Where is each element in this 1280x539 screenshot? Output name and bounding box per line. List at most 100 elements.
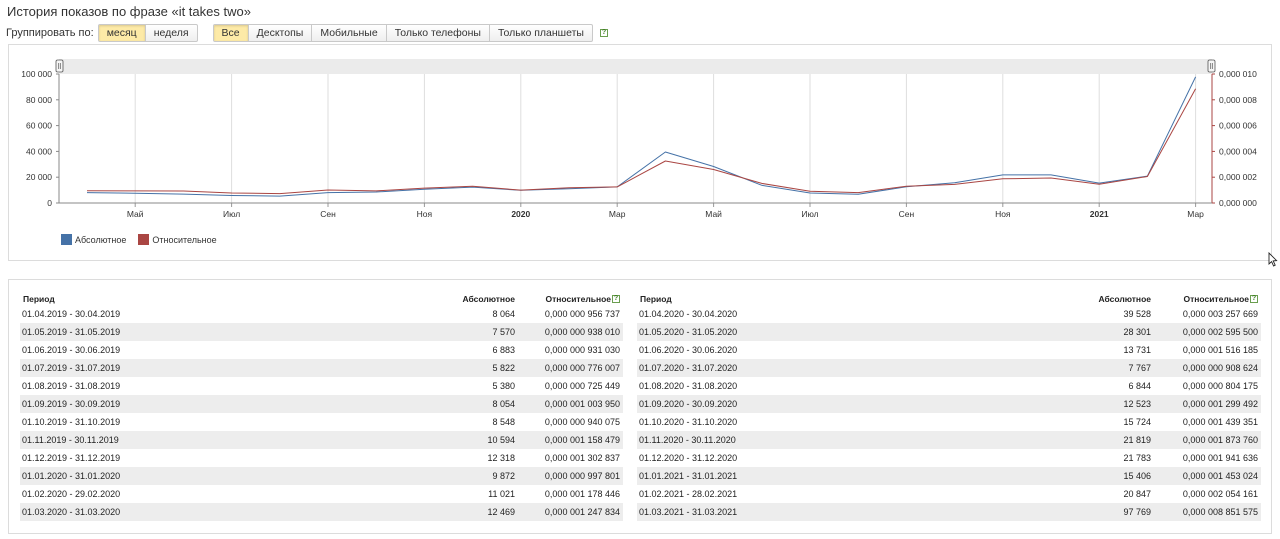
table-row: 01.09.2019 - 30.09.2019 8 054 0,000 001 00… <box>20 395 623 413</box>
table-header-row: Период Абсолютное Относительное? <box>637 292 1261 305</box>
x-tick-label: 2020 <box>511 209 530 219</box>
cell-period: 01.04.2019 - 30.04.2019 <box>22 309 121 319</box>
data-point-relative[interactable] <box>904 184 909 189</box>
data-point-relative[interactable] <box>326 188 331 193</box>
data-table-panel: Период Абсолютное Относительное? 01.04.2… <box>8 279 1272 534</box>
device-tablets-only-button[interactable]: Только планшеты <box>497 27 584 39</box>
cell-relative: 0,000 001 158 479 <box>544 435 620 445</box>
table-row: 01.05.2020 - 31.05.2020 28 301 0,000 002 5… <box>637 323 1261 341</box>
x-tick-label: Мар <box>1187 209 1204 219</box>
device-desktop-button[interactable]: Десктопы <box>249 25 313 41</box>
data-point-absolute[interactable] <box>663 150 668 155</box>
cell-absolute: 6 844 <box>1128 381 1151 391</box>
data-point-relative[interactable] <box>711 167 716 172</box>
cell-period: 01.06.2019 - 30.06.2019 <box>22 345 121 355</box>
cell-relative: 0,000 001 516 185 <box>1182 345 1258 355</box>
cell-period: 01.12.2019 - 31.12.2019 <box>22 453 121 463</box>
y-left-tick-label: 80 000 <box>26 95 52 105</box>
cell-relative: 0,000 001 003 950 <box>544 399 620 409</box>
data-point-relative[interactable] <box>133 188 138 193</box>
legend-item-relative[interactable]: Относительное <box>138 234 217 245</box>
cell-absolute: 20 847 <box>1123 489 1151 499</box>
data-point-relative[interactable] <box>470 184 475 189</box>
chart-legend: Абсолютное Относительное <box>61 234 229 245</box>
cell-period: 01.04.2020 - 30.04.2020 <box>639 309 738 319</box>
data-table-left: Период Абсолютное Относительное? 01.04.2… <box>20 292 623 521</box>
legend-swatch-relative <box>138 234 150 245</box>
data-point-absolute[interactable] <box>1193 74 1198 79</box>
data-point-relative[interactable] <box>1049 176 1054 181</box>
series-line-absolute[interactable] <box>86 76 1197 197</box>
cell-relative: 0,000 000 804 175 <box>1182 381 1258 391</box>
cell-absolute: 11 021 <box>488 489 515 499</box>
data-point-relative[interactable] <box>1000 176 1005 181</box>
data-table-right: Период Абсолютное Относительное? 01.04.2… <box>637 292 1261 521</box>
series-line-relative[interactable] <box>86 88 1197 195</box>
table-row: 01.07.2020 - 31.07.2020 7 767 0,000 000 90… <box>637 359 1261 377</box>
data-point-relative[interactable] <box>615 184 620 189</box>
data-point-relative[interactable] <box>181 189 186 194</box>
data-point-relative[interactable] <box>1097 182 1102 187</box>
data-point-relative[interactable] <box>952 182 957 187</box>
data-point-relative[interactable] <box>277 191 282 196</box>
cell-relative: 0,000 000 997 801 <box>544 471 620 481</box>
y-right-tick-label: 0,000 006 <box>1219 121 1257 131</box>
device-mobile-button[interactable]: Мобильные <box>312 25 387 41</box>
column-header-relative: Относительное? <box>1154 292 1261 305</box>
line-chart: Май Июл Сен Ноя 2020 Мар Май Июл Сен Ноя 2021 Мар 0 0… <box>21 59 1257 219</box>
table-row: 01.10.2020 - 31.10.2020 15 724 0,000 001 4… <box>637 413 1261 431</box>
y-left-tick-label: 40 000 <box>26 146 52 156</box>
table-row: 01.08.2020 - 31.08.2020 6 844 0,000 000 80… <box>637 377 1261 395</box>
data-point-relative[interactable] <box>808 189 813 194</box>
table-row: 01.12.2019 - 31.12.2019 12 318 0,000 001 3… <box>20 449 623 467</box>
data-point-relative[interactable] <box>85 188 90 193</box>
help-icon[interactable]: ? <box>1250 295 1258 304</box>
device-all-button[interactable]: Все <box>213 25 249 41</box>
cell-period: 01.12.2020 - 31.12.2020 <box>639 453 738 463</box>
data-point-relative[interactable] <box>1145 174 1150 179</box>
column-header-absolute: Абсолютное <box>1098 293 1151 304</box>
data-point-relative[interactable] <box>663 159 668 164</box>
data-point-relative[interactable] <box>422 186 427 191</box>
cell-period: 01.06.2020 - 30.06.2020 <box>639 345 738 355</box>
range-navigator-band[interactable] <box>59 59 1212 74</box>
data-point-relative[interactable] <box>374 188 379 193</box>
range-handle-icon[interactable] <box>55 59 64 73</box>
cell-period: 01.09.2020 - 30.09.2020 <box>639 399 738 409</box>
legend-label-absolute: Абсолютное <box>75 234 127 245</box>
cell-absolute: 21 783 <box>1123 453 1151 463</box>
cell-relative: 0,000 001 299 492 <box>1182 399 1258 409</box>
range-handle-icon[interactable] <box>1207 59 1216 73</box>
data-point-relative[interactable] <box>229 191 234 196</box>
data-point-relative[interactable] <box>759 181 764 186</box>
cell-period: 01.03.2021 - 31.03.2021 <box>639 507 738 517</box>
data-point-relative[interactable] <box>518 188 523 193</box>
x-tick-label: 2021 <box>1090 209 1109 219</box>
help-icon[interactable]: ? <box>599 29 608 37</box>
column-header-period: Период <box>640 293 672 304</box>
x-tick-label: Сен <box>320 209 336 219</box>
device-phones-only-button[interactable]: Только телефоны <box>387 25 490 41</box>
cell-period: 01.02.2021 - 28.02.2021 <box>639 489 738 499</box>
data-point-relative[interactable] <box>856 190 861 195</box>
cell-relative: 0,000 001 302 837 <box>544 453 620 463</box>
data-point-relative[interactable] <box>567 185 572 190</box>
cell-period: 01.05.2020 - 31.05.2020 <box>639 327 738 337</box>
cell-period: 01.07.2019 - 31.07.2019 <box>22 363 121 373</box>
y-left-tick-label: 100 000 <box>21 69 52 79</box>
table-row: 01.02.2020 - 29.02.2020 11 021 0,000 001 1… <box>20 485 623 503</box>
help-icon[interactable]: ? <box>612 295 620 304</box>
legend-swatch-absolute <box>61 234 72 245</box>
data-point-relative[interactable] <box>1193 86 1198 91</box>
legend-item-absolute[interactable]: Абсолютное <box>61 234 126 245</box>
group-month-button[interactable]: месяц <box>98 25 146 41</box>
group-week-button[interactable]: неделя <box>153 27 189 39</box>
cell-absolute: 39 528 <box>1123 309 1151 319</box>
cell-absolute: 7 570 <box>492 327 515 337</box>
cell-absolute: 15 406 <box>1123 471 1151 481</box>
cell-absolute: 8 548 <box>492 417 515 427</box>
column-header-relative: Относительное? <box>518 292 623 305</box>
cell-absolute: 8 064 <box>492 309 515 319</box>
cell-relative: 0,000 002 054 161 <box>1182 489 1258 499</box>
cell-relative: 0,000 000 940 075 <box>544 417 620 427</box>
